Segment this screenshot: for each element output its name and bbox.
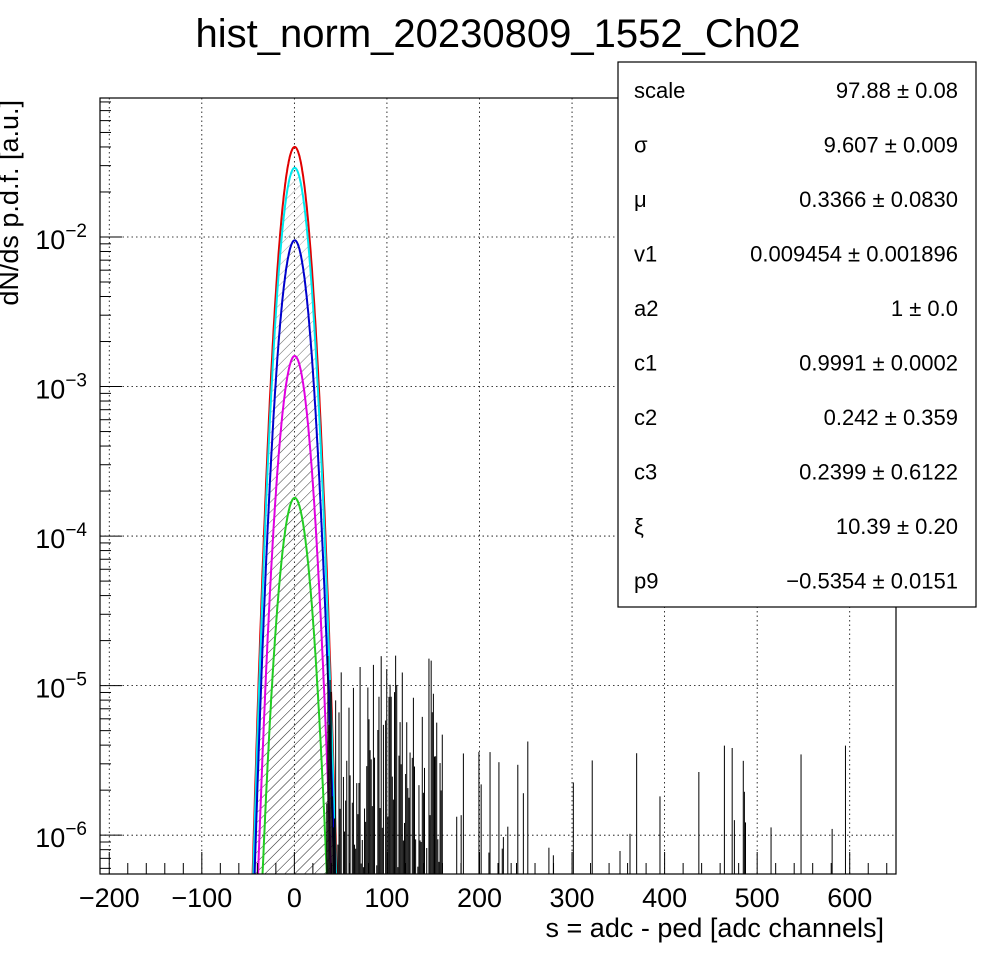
x-axis: −200 −100 0 100 200 300 400 500 600 — [79, 852, 888, 913]
x-tick-label: 200 — [457, 883, 502, 913]
component-curve-4 — [261, 496, 328, 874]
stat-value-1: 9.607 ± 0.009 — [824, 133, 958, 158]
chart-title: hist_norm_20230809_1552_Ch02 — [196, 12, 801, 56]
stats-box-frame — [617, 61, 977, 608]
stat-value-3: 0.009454 ± 0.001896 — [750, 242, 958, 267]
y-tick-label: 10−5 — [35, 670, 87, 704]
curves — [251, 146, 338, 874]
y-tick-label: 10−6 — [35, 819, 87, 853]
y-axis: 10−2 10−3 10−4 10−5 10−6 — [35, 101, 122, 869]
stat-value-9: −0.5354 ± 0.0151 — [786, 569, 958, 594]
stat-name-7: c3 — [634, 460, 657, 485]
stat-value-4: 1 ± 0.0 — [891, 296, 958, 321]
component-hatch-4 — [261, 497, 329, 874]
stat-name-2: μ — [634, 187, 647, 212]
x-tick-label: 100 — [364, 883, 409, 913]
stat-value-7: 0.2399 ± 0.6122 — [799, 460, 958, 485]
stat-name-6: c2 — [634, 405, 657, 430]
stat-value-8: 10.39 ± 0.20 — [836, 514, 958, 539]
stat-value-6: 0.242 ± 0.359 — [824, 405, 958, 430]
stat-name-9: p9 — [634, 569, 658, 594]
stat-name-0: scale — [634, 78, 685, 103]
x-tick-label: 500 — [735, 883, 780, 913]
x-tick-label: −100 — [171, 883, 232, 913]
stat-name-8: ξ — [634, 514, 644, 539]
component-curve-1 — [252, 166, 338, 874]
stat-name-4: a2 — [634, 296, 658, 321]
y-tick-label: 10−4 — [35, 520, 87, 554]
x-tick-label: 600 — [827, 883, 872, 913]
stat-value-0: 97.88 ± 0.08 — [836, 78, 958, 103]
y-tick-label: 10−2 — [35, 221, 87, 255]
component-curve-2 — [253, 239, 336, 874]
stat-name-3: v1 — [634, 242, 657, 267]
stat-value-2: 0.3366 ± 0.0830 — [799, 187, 958, 212]
y-axis-label: dN/ds p.d.f. [a.u.] — [0, 100, 24, 306]
x-tick-label: 400 — [642, 883, 687, 913]
stat-value-5: 0.9991 ± 0.0002 — [799, 351, 958, 376]
stat-name-1: σ — [634, 133, 648, 158]
stat-name-5: c1 — [634, 351, 657, 376]
stats-box: scale 97.88 ± 0.08 σ 9.607 ± 0.009 μ 0.3366 ±… — [617, 61, 977, 608]
tail-histogram — [326, 655, 846, 874]
component-curve-3 — [257, 355, 333, 874]
x-tick-label: −200 — [79, 883, 140, 913]
y-tick-label: 10−3 — [35, 371, 87, 405]
x-tick-label: 0 — [287, 883, 302, 913]
x-tick-label: 300 — [550, 883, 595, 913]
x-axis-label: s = adc - ped [adc channels] — [546, 913, 884, 943]
